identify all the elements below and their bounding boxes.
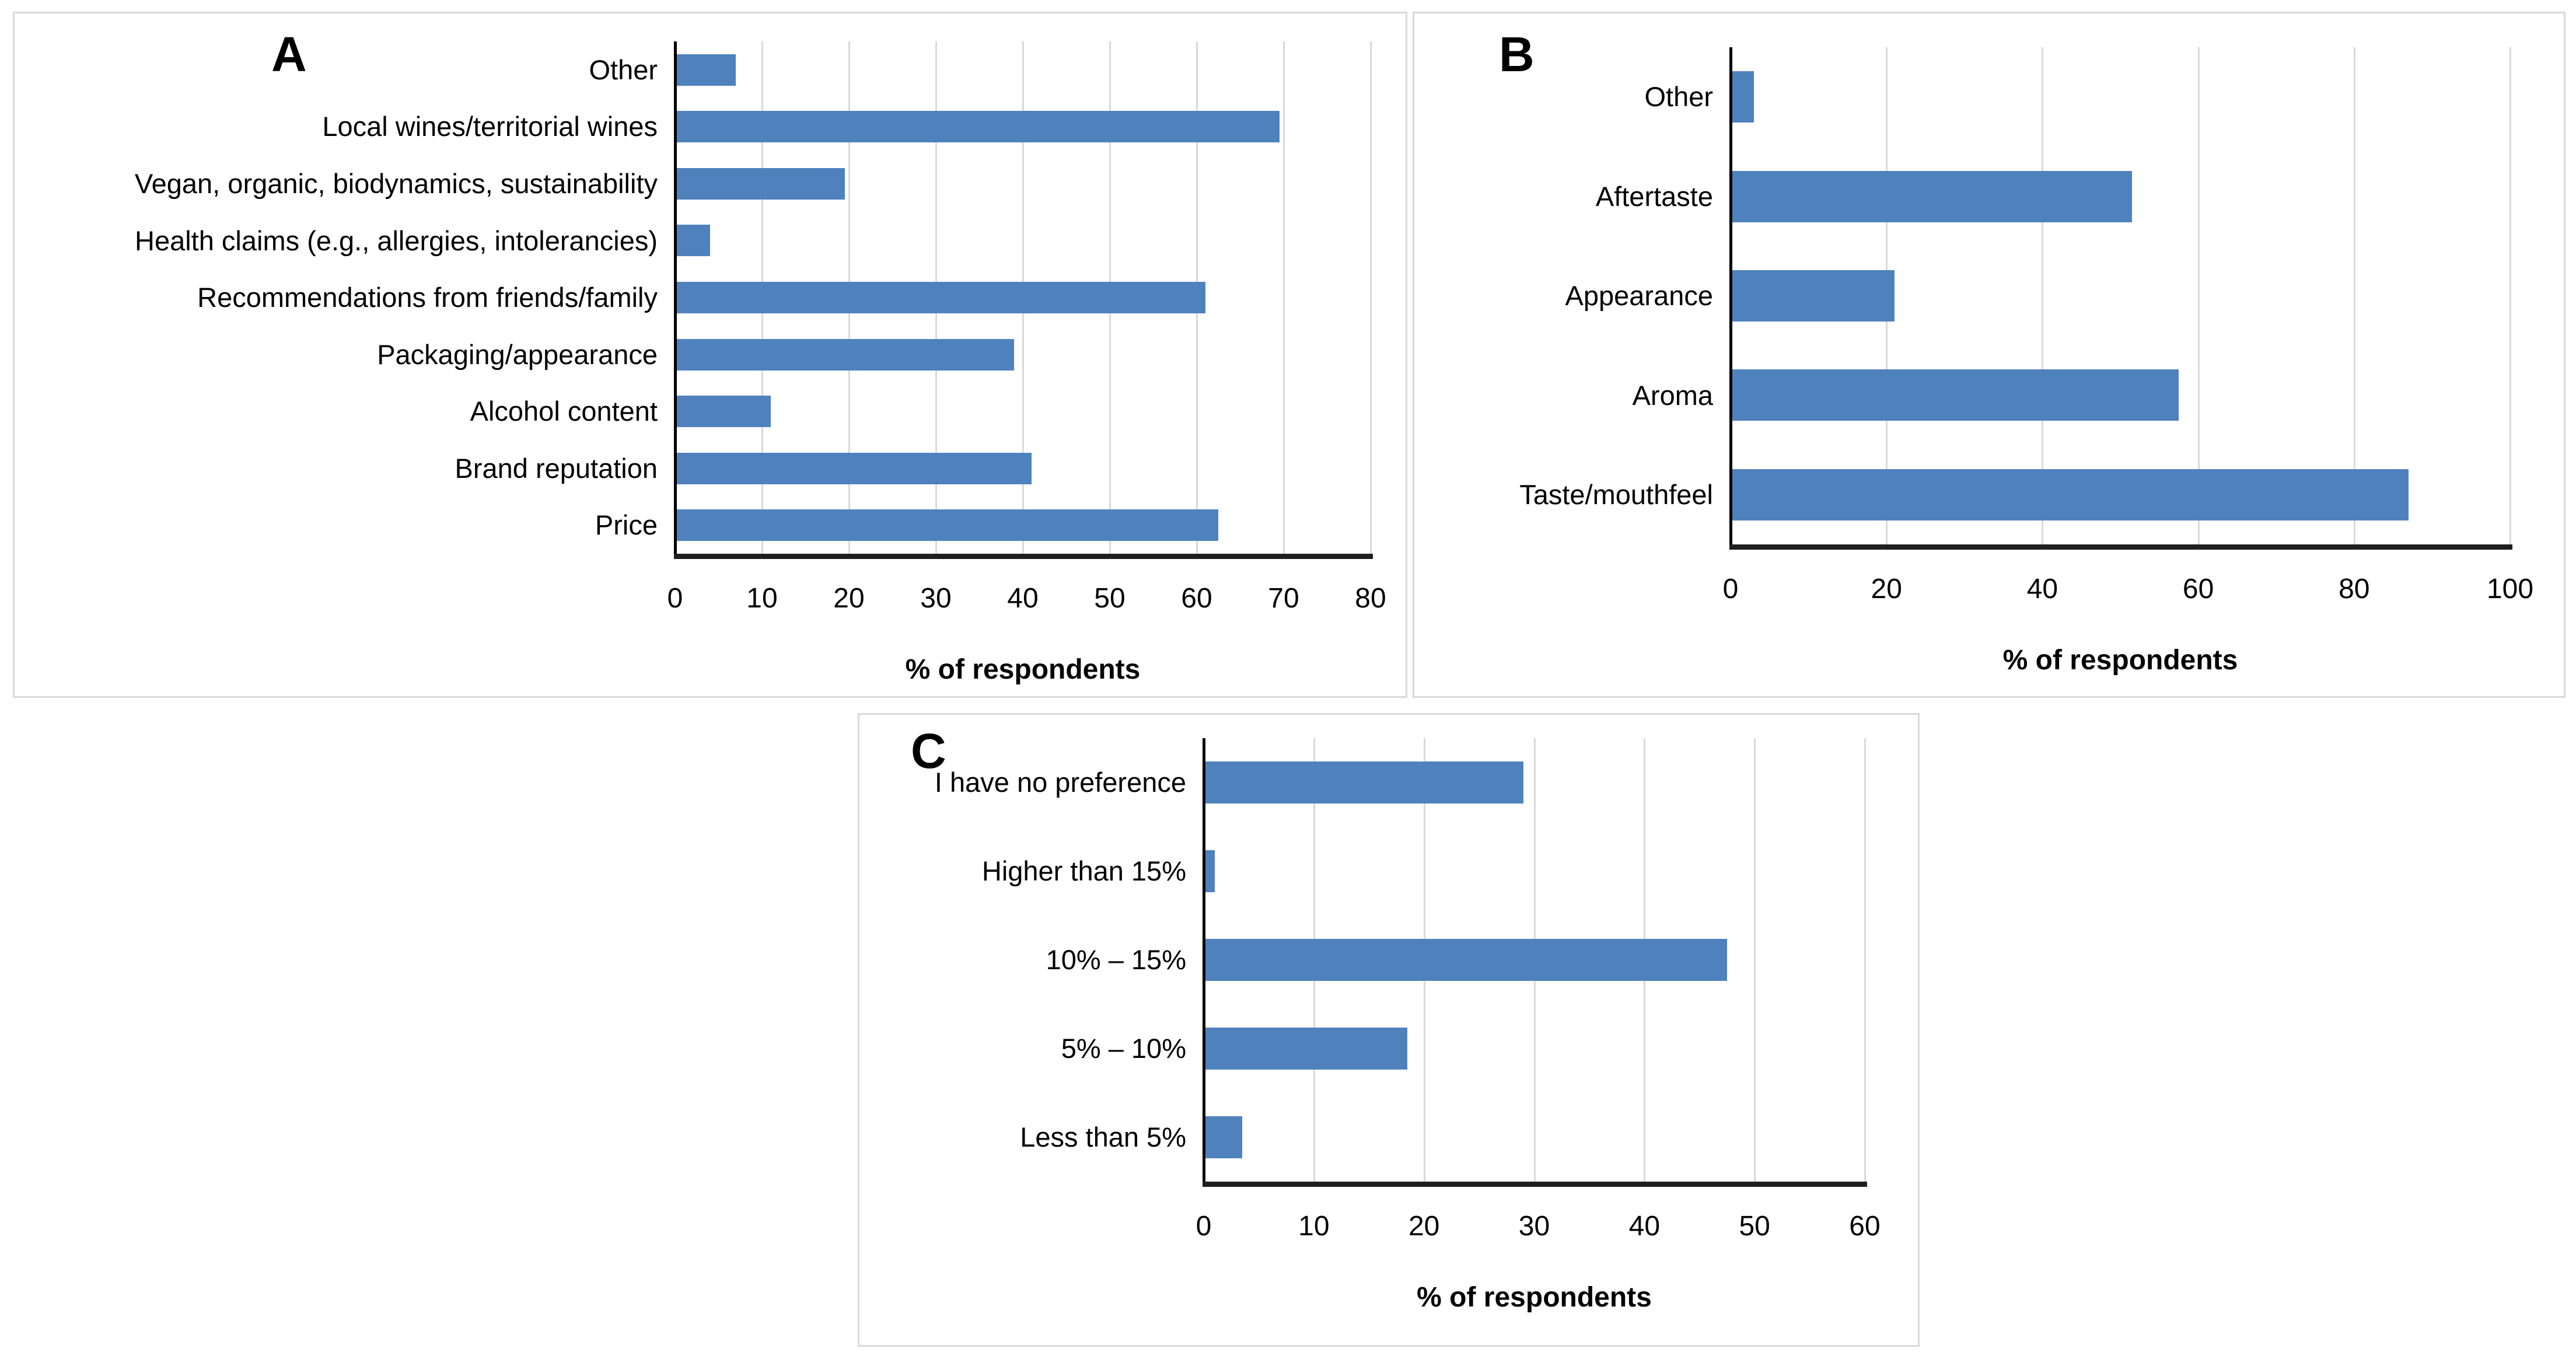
gridline-70 [1283,41,1285,554]
panel-a-category-labels: Other Local wines/territorial wines Vegan,… [23,41,658,554]
x-tick-label-30: 30 [920,583,952,614]
bar [1204,939,1727,981]
x-tick-label-20: 20 [833,583,865,614]
y-axis-line [1203,738,1205,1184]
category-label: Appearance [1565,280,1713,312]
category-label: Less than 5% [1020,1122,1186,1153]
x-tick-label-30: 30 [1518,1211,1550,1242]
bar [1731,71,1754,123]
bar [1731,469,2409,520]
bar [675,452,1032,484]
category-label: Vegan, organic, biodynamics, sustainabil… [134,168,658,200]
panel-a-x-ticks: 0 10 20 30 40 50 60 70 80 [667,578,1386,619]
x-tick-label-60: 60 [1849,1211,1881,1242]
x-tick-label-50: 50 [1094,583,1126,614]
panel-c-x-ticks: 0 10 20 30 40 50 60 [1196,1206,1881,1247]
x-tick-label-60: 60 [2182,574,2214,605]
category-label: Aftertaste [1595,180,1713,212]
category-label: 5% – 10% [1061,1033,1186,1064]
category-label: I have no preference [934,767,1186,798]
panel-c-category-labels: I have no preference Higher than 15% 10% –… [868,738,1186,1182]
panel-a: A Other Local wines/territorial wines Vega… [13,12,1407,698]
x-tick-label-40: 40 [2026,574,2058,605]
gridline-100 [2509,47,2511,544]
panel-c-x-axis-title: % of respondents [1417,1282,1652,1313]
gridline-40 [2042,47,2044,544]
x-tick-label-10: 10 [746,583,778,614]
x-tick-label-0: 0 [667,583,683,614]
panel-a-label: A [271,27,307,82]
bar [1204,1028,1408,1070]
x-tick-label-20: 20 [1871,574,1902,605]
gridline-80 [2353,47,2355,544]
x-tick-label-70: 70 [1268,583,1299,614]
category-label: Recommendations from friends/family [197,282,658,313]
bar [1204,850,1215,892]
category-label: Taste/mouthfeel [1519,478,1713,510]
bar [1204,1116,1243,1158]
category-label: Health claims (e.g., allergies, intolera… [135,225,658,256]
panel-c-plot-area [1203,738,1867,1187]
x-tick-label-0: 0 [1196,1211,1212,1242]
gridline-50 [1754,738,1756,1182]
x-tick-label-60: 60 [1181,583,1212,614]
panel-c: C I have no preference Higher than 15% 10%… [858,713,1920,1347]
category-label: Price [595,509,658,541]
x-axis-line [1729,544,2512,550]
panel-a-x-axis-title: % of respondents [905,654,1141,685]
category-label: Brand reputation [455,452,658,484]
x-tick-label-40: 40 [1007,583,1039,614]
x-axis-line [1203,1182,1867,1187]
x-tick-label-80: 80 [1355,583,1386,614]
category-label: Other [1644,81,1713,113]
gridline-60 [1864,738,1866,1182]
gridline-80 [1370,41,1372,554]
bar [675,54,736,86]
bar [675,111,1280,143]
panel-b-category-labels: Other Aftertaste Appearance Aroma Taste/mout… [1422,47,1713,544]
panel-b-label: B [1499,27,1535,82]
x-tick-label-40: 40 [1628,1211,1661,1242]
category-label: Other [589,54,658,85]
bar [1731,369,2179,421]
panel-b-plot-area [1729,47,2512,550]
panel-c-label: C [911,724,946,778]
gridline-60 [2197,47,2200,544]
x-tick-label-80: 80 [2339,574,2370,605]
bar [1731,170,2133,222]
panel-a-plot-area [674,41,1373,559]
category-label: Alcohol content [470,396,658,427]
bar [675,338,1015,371]
category-label: Aroma [1632,379,1713,411]
bar [675,509,1219,542]
bar [675,396,771,428]
x-tick-label-20: 20 [1408,1211,1440,1242]
category-label: Local wines/territorial wines [322,111,658,142]
panel-b-x-ticks: 0 20 40 60 80 100 [1723,569,2533,610]
x-tick-label-100: 100 [2486,574,2534,605]
y-axis-line [1729,47,1732,547]
category-label: 10% – 15% [1046,944,1186,976]
x-tick-label-0: 0 [1722,574,1739,605]
x-tick-label-50: 50 [1739,1211,1770,1242]
bar [1731,270,1895,322]
bar [675,167,845,200]
x-axis-line [674,554,1373,559]
bar [1204,761,1523,803]
bar [675,282,1205,313]
bar [675,225,710,257]
category-label: Packaging/appearance [377,338,658,370]
panel-b-x-axis-title: % of respondents [2002,645,2238,676]
panel-b: B Other Aftertaste Appearance Aroma Taste/mo… [1413,12,2565,698]
x-tick-label-10: 10 [1298,1211,1330,1242]
y-axis-line [674,41,677,556]
category-label: Higher than 15% [981,855,1186,887]
